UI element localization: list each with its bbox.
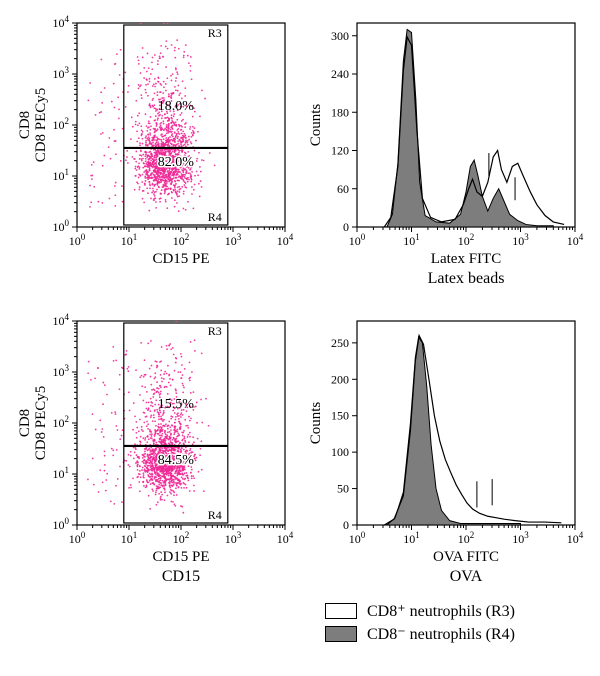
svg-text:100: 100 xyxy=(69,232,86,248)
svg-text:OVA FITC: OVA FITC xyxy=(433,549,499,565)
svg-text:240: 240 xyxy=(331,67,349,81)
legend-label-r3: CD8⁺ neutrophils (R3) xyxy=(367,601,515,621)
svg-text:Latex FITC: Latex FITC xyxy=(431,251,501,267)
svg-text:103: 103 xyxy=(512,232,529,248)
svg-text:84.5%: 84.5% xyxy=(158,453,195,468)
svg-text:R4: R4 xyxy=(208,210,222,224)
svg-text:102: 102 xyxy=(173,232,190,248)
svg-text:100: 100 xyxy=(349,232,366,248)
svg-text:CD8: CD8 xyxy=(17,409,33,437)
svg-text:Latex beads: Latex beads xyxy=(428,270,505,287)
legend-swatch-r3 xyxy=(325,603,357,619)
svg-text:104: 104 xyxy=(53,15,70,30)
svg-text:50: 50 xyxy=(337,482,349,496)
svg-text:101: 101 xyxy=(53,465,70,481)
svg-text:104: 104 xyxy=(53,313,70,328)
svg-text:R3: R3 xyxy=(208,324,222,338)
svg-text:100: 100 xyxy=(331,445,349,459)
svg-text:0: 0 xyxy=(343,518,349,532)
svg-text:CD15: CD15 xyxy=(162,568,200,585)
svg-text:101: 101 xyxy=(121,232,138,248)
svg-text:104: 104 xyxy=(277,530,294,546)
svg-text:150: 150 xyxy=(331,409,349,423)
svg-text:101: 101 xyxy=(53,167,70,183)
panel-top-right: 100 101 102 103 104 0 60 120 180 240 300 Latex FITC… xyxy=(305,15,585,295)
svg-text:101: 101 xyxy=(121,530,138,546)
svg-text:CD8: CD8 xyxy=(17,111,33,139)
svg-text:0: 0 xyxy=(343,220,349,234)
legend-item-r3: CD8⁺ neutrophils (R3) xyxy=(325,601,585,621)
svg-text:82.0%: 82.0% xyxy=(158,155,195,170)
svg-text:CD15 PE: CD15 PE xyxy=(152,549,209,565)
svg-text:103: 103 xyxy=(225,530,242,546)
svg-text:Counts: Counts xyxy=(308,104,324,147)
svg-text:103: 103 xyxy=(225,232,242,248)
svg-text:102: 102 xyxy=(53,116,70,132)
legend-item-r4: CD8⁻ neutrophils (R4) xyxy=(325,624,585,644)
svg-text:300: 300 xyxy=(331,29,349,43)
svg-text:103: 103 xyxy=(512,530,529,546)
svg-text:104: 104 xyxy=(277,232,294,248)
svg-text:104: 104 xyxy=(567,232,584,248)
panel-bottom-left: 100100 101 101 102 102 103 103 104 104 CD15 PE CD1… xyxy=(15,313,295,593)
svg-text:102: 102 xyxy=(458,530,475,546)
svg-text:102: 102 xyxy=(173,530,190,546)
svg-text:104: 104 xyxy=(567,530,584,546)
svg-text:Counts: Counts xyxy=(308,402,324,445)
svg-text:250: 250 xyxy=(331,336,349,350)
svg-text:100: 100 xyxy=(53,218,70,234)
svg-text:103: 103 xyxy=(53,65,70,81)
svg-text:100: 100 xyxy=(69,530,86,546)
panel-top-left: 100100 101 101 102 102 103 103 104 104 CD15 PE CD8… xyxy=(15,15,295,295)
svg-text:102: 102 xyxy=(458,232,475,248)
svg-text:100: 100 xyxy=(349,530,366,546)
legend-label-r4: CD8⁻ neutrophils (R4) xyxy=(367,624,515,644)
svg-text:60: 60 xyxy=(337,182,349,196)
svg-text:101: 101 xyxy=(403,232,420,248)
svg-text:100: 100 xyxy=(53,516,70,532)
svg-text:120: 120 xyxy=(331,144,349,158)
svg-text:18.0%: 18.0% xyxy=(158,99,195,114)
svg-text:CD8 PECy5: CD8 PECy5 xyxy=(33,386,49,461)
svg-text:101: 101 xyxy=(403,530,420,546)
panel-bottom-right: 100 101 102 103 104 0 50 100 150 200 250 OVA FITC OV… xyxy=(305,313,585,593)
svg-text:15.5%: 15.5% xyxy=(158,397,195,412)
svg-text:R4: R4 xyxy=(208,508,222,522)
figure-grid: 100100101101102102103103104104CD15 PECD8… xyxy=(15,15,585,593)
svg-text:180: 180 xyxy=(331,105,349,119)
svg-text:OVA: OVA xyxy=(450,568,483,585)
svg-text:103: 103 xyxy=(53,363,70,379)
svg-text:R3: R3 xyxy=(208,26,222,40)
legend-swatch-r4 xyxy=(325,626,357,642)
svg-text:CD15 PE: CD15 PE xyxy=(152,251,209,267)
svg-text:200: 200 xyxy=(331,372,349,386)
legend: CD8⁺ neutrophils (R3) CD8⁻ neutrophils (… xyxy=(325,601,585,644)
svg-text:CD8 PECy5: CD8 PECy5 xyxy=(33,88,49,163)
svg-text:102: 102 xyxy=(53,414,70,430)
